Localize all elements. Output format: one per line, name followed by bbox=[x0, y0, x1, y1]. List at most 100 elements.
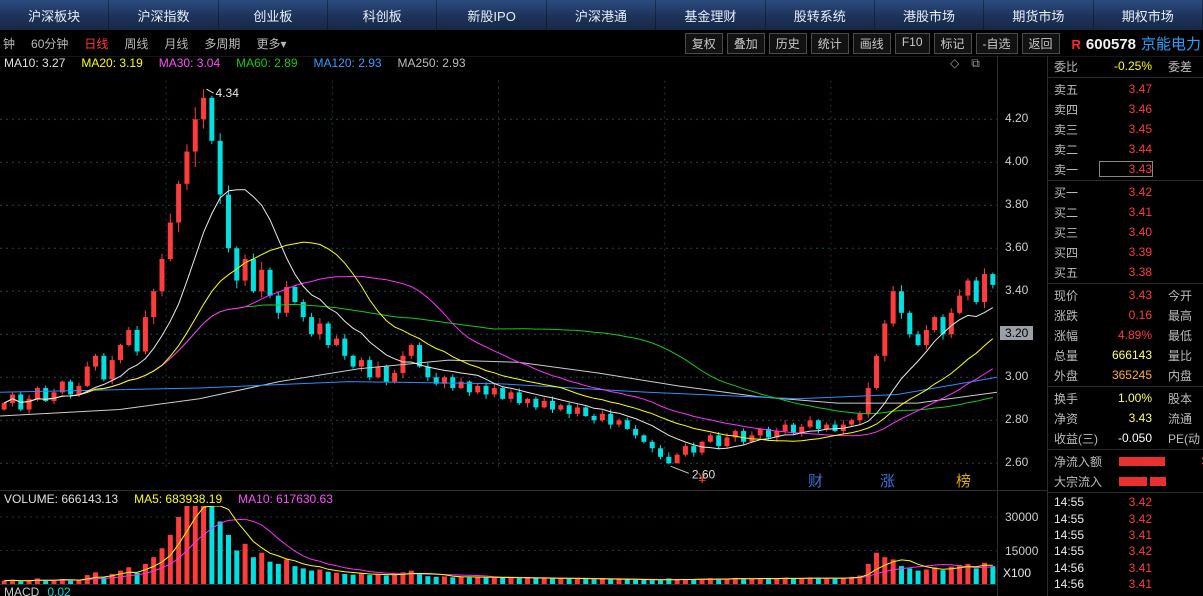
info-value: 3.43 bbox=[1128, 411, 1152, 425]
toolbar-button[interactable]: 返回 bbox=[1021, 32, 1060, 54]
toolbar-button[interactable]: 复权 bbox=[684, 32, 723, 54]
period-tab[interactable]: 周线 bbox=[124, 36, 149, 51]
axis-price-label: 4.00 bbox=[1005, 154, 1029, 169]
svg-text:2.60: 2.60 bbox=[692, 467, 716, 481]
buy-price: 3.38 bbox=[1128, 265, 1152, 279]
period-tab[interactable]: 钟 bbox=[3, 36, 16, 51]
info-label-2: 今开 bbox=[1168, 288, 1193, 303]
buy-quote-row[interactable]: 买五 3.38 bbox=[1048, 262, 1203, 282]
buy-quote-row[interactable]: 买二 3.41 bbox=[1048, 202, 1203, 222]
info-value: -0.050 bbox=[1117, 431, 1152, 445]
sell-level-label: 卖三 bbox=[1054, 122, 1079, 137]
ma-label: MA120: 2.93 bbox=[313, 56, 382, 70]
info-label: 收益(三) bbox=[1054, 431, 1098, 446]
sell-level-label: 卖四 bbox=[1054, 102, 1079, 117]
info-label-2: 股本 bbox=[1168, 391, 1193, 406]
info-label-2: 量比 bbox=[1168, 348, 1193, 363]
panel-separator bbox=[1048, 283, 1203, 284]
info-row: 收益(三) -0.050 PE(动 bbox=[1048, 428, 1203, 448]
sell-level-label: 卖一 bbox=[1054, 162, 1079, 177]
buy-quote-row[interactable]: 买一 3.42 bbox=[1048, 182, 1203, 202]
volume-chart[interactable] bbox=[0, 506, 997, 586]
period-tab[interactable]: 多周期 bbox=[204, 36, 241, 51]
chart-corner-icons: ◇ ⧉ bbox=[950, 56, 980, 71]
nav-tab[interactable]: 沪深板块 bbox=[0, 0, 110, 30]
info-label-2: 流通 bbox=[1168, 411, 1193, 426]
tick-price: 3.42 bbox=[1104, 594, 1152, 596]
nav-tab[interactable]: 沪深港通 bbox=[547, 0, 657, 30]
kline-chart[interactable]: 4.34 2.60 bbox=[0, 72, 997, 490]
axis-price-label: 3.60 bbox=[1005, 240, 1029, 255]
tick-row: 14:56 3.41 bbox=[1048, 576, 1203, 592]
weibi-row: 委比 -0.25% 委差 bbox=[1048, 56, 1203, 76]
buy-level-label: 买五 bbox=[1054, 265, 1079, 280]
sell-price: 3.43 bbox=[1099, 161, 1153, 177]
nav-tab[interactable]: 期权市场 bbox=[1094, 0, 1203, 30]
tick-row: 14:55 3.41 bbox=[1048, 527, 1203, 543]
info-label: 涨幅 bbox=[1054, 328, 1079, 343]
stock-name: 京能电力 bbox=[1140, 35, 1201, 53]
panel-separator bbox=[1048, 386, 1203, 387]
info-label-2: 最低 bbox=[1168, 328, 1193, 343]
ma-label: MA20: 3.19 bbox=[81, 56, 143, 70]
macd-value: 0.02 bbox=[47, 585, 71, 596]
axis-price-highlight: 3.20 bbox=[1000, 326, 1034, 341]
top-nav: 沪深板块 沪深指数 创业板 科创板 新股IPO 沪深港通 基金理财 股转系统 港股市场 期货市场期… bbox=[0, 0, 1203, 30]
tick-price: 3.41 bbox=[1128, 577, 1152, 592]
nav-tab[interactable]: 沪深指数 bbox=[109, 0, 219, 30]
info-value: 4.89% bbox=[1117, 328, 1152, 342]
nav-tab[interactable]: 创业板 bbox=[219, 0, 329, 30]
sell-quote-row[interactable]: 卖二 3.44 bbox=[1048, 139, 1203, 159]
toolbar-button[interactable]: 标记 bbox=[933, 32, 972, 54]
nav-tab[interactable]: 股转系统 bbox=[766, 0, 875, 30]
tick-time: 14:55 bbox=[1054, 527, 1085, 542]
watermark-glyph: 榜 bbox=[956, 473, 972, 490]
tick-row: 14:563.42 bbox=[1048, 592, 1203, 596]
toolbar-button[interactable]: -自选 bbox=[975, 32, 1018, 54]
info-label: 现价 bbox=[1054, 288, 1079, 303]
toolbar-button[interactable]: 画线 bbox=[852, 32, 891, 54]
sell-quote-row[interactable]: 卖四 3.46 bbox=[1048, 99, 1203, 119]
axis-price-label: 3.40 bbox=[1005, 283, 1029, 298]
sell-quote-row[interactable]: 卖三 3.45 bbox=[1048, 119, 1203, 139]
volume-header-item: MA5: 683938.19 bbox=[134, 492, 223, 506]
sell-quote-row[interactable]: 卖五 3.47 bbox=[1048, 79, 1203, 99]
diamond-icon[interactable]: ◇ bbox=[950, 56, 960, 70]
period-tab[interactable]: 日线 bbox=[84, 36, 109, 51]
window-icon[interactable]: ⧉ bbox=[971, 56, 980, 70]
toolbar-button[interactable]: 历史 bbox=[768, 32, 807, 54]
rong-flag: R bbox=[1071, 36, 1081, 52]
volume-header-item: VOLUME: 666143.13 bbox=[4, 492, 119, 506]
buy-quote-row[interactable]: 买三 3.40 bbox=[1048, 222, 1203, 242]
stock-badge: R 600578 京能电力 bbox=[1060, 33, 1203, 54]
panel-separator bbox=[1048, 449, 1203, 450]
nav-tab[interactable]: 期货市场 bbox=[984, 0, 1094, 30]
toolbar-button[interactable]: 统计 bbox=[810, 32, 849, 54]
period-tab[interactable]: 60分钟 bbox=[31, 36, 69, 51]
ma-label: MA10: 3.27 bbox=[4, 56, 66, 70]
period-tab[interactable]: 月线 bbox=[164, 36, 189, 51]
buy-quote-row[interactable]: 买四 3.39 bbox=[1048, 242, 1203, 262]
nav-tab[interactable]: 新股IPO bbox=[437, 0, 547, 30]
pane-divider bbox=[0, 490, 1047, 491]
info-row: 涨幅 4.89% 最低 bbox=[1048, 325, 1203, 345]
toolbar-button[interactable]: F10 bbox=[894, 32, 930, 54]
flow-row: 大宗流入 bbox=[1048, 471, 1203, 491]
ma-label: MA30: 3.04 bbox=[158, 56, 221, 70]
panel-separator bbox=[1048, 77, 1203, 78]
tick-price: 3.42 bbox=[1128, 544, 1152, 559]
buy-price: 3.42 bbox=[1128, 185, 1152, 199]
nav-tab[interactable]: 基金理财 bbox=[656, 0, 766, 30]
period-tab[interactable]: 更多▾ bbox=[256, 36, 287, 51]
sell-quote-row[interactable]: 卖一 3.43 bbox=[1048, 159, 1203, 179]
info-row: 涨跌 0.16 最高 bbox=[1048, 305, 1203, 325]
info-label: 外盘 bbox=[1054, 368, 1079, 383]
nav-tab[interactable]: 港股市场 bbox=[875, 0, 985, 30]
flow-bar bbox=[1119, 476, 1147, 486]
stock-code: 600578 bbox=[1085, 35, 1136, 53]
axis-price-label: 3.80 bbox=[1005, 197, 1029, 212]
nav-tab[interactable]: 科创板 bbox=[328, 0, 438, 30]
toolbar-button[interactable]: 叠加 bbox=[726, 32, 765, 54]
buy-price: 3.39 bbox=[1128, 245, 1152, 259]
watermark-glyph: 财 bbox=[808, 473, 824, 490]
